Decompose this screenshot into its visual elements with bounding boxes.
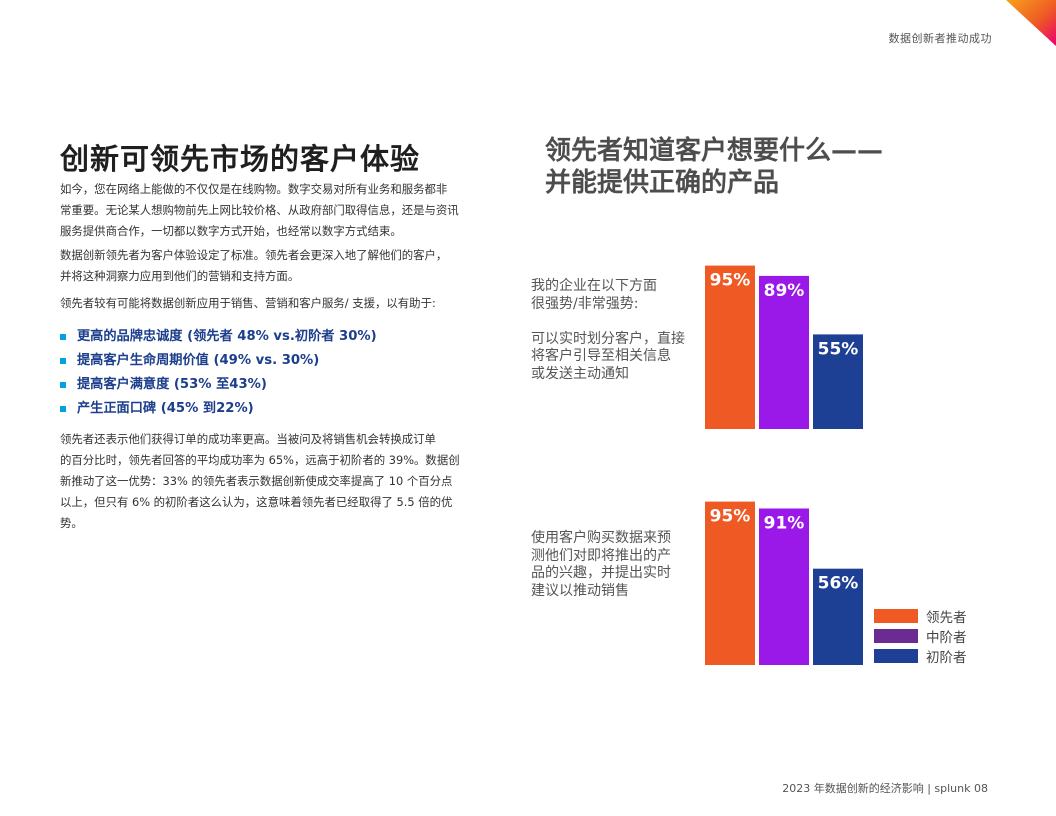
chart1-bar-1 bbox=[705, 265, 755, 429]
orders-line: 势。 bbox=[60, 516, 83, 530]
benefit-list: 更高的品牌忠诚度 (领先者 48% vs.初阶者 30%) 提高客户生命周期价值… bbox=[60, 325, 377, 421]
chart2-bar-3 bbox=[813, 568, 863, 665]
corner-accent-graphic bbox=[1006, 0, 1056, 46]
legend-swatch bbox=[874, 629, 918, 643]
chart2-bar-2 bbox=[759, 508, 809, 665]
chart2-question: 使用客户购买数据来预 测他们对即将推出的产 品的兴趣，并提出实时 建议以推动销售 bbox=[531, 530, 671, 600]
legend-label: 中阶者 bbox=[926, 630, 967, 646]
chart2-bar-label-3: 56% bbox=[818, 574, 859, 594]
benefit-text: 更高的品牌忠诚度 (领先者 48% vs.初阶者 30%) bbox=[77, 329, 377, 344]
orders-line: 以上，但只有 6% 的初阶者这么认为，这意味着领先者已经取得了 5.5 倍的优 bbox=[60, 495, 453, 509]
right-section-title: 领先者知道客户想要什么—— 并能提供正确的产品 bbox=[545, 135, 965, 199]
bullet-square-icon bbox=[60, 358, 66, 364]
benefits-intro: 领先者较有可能将数据创新应用于销售、营销和客户服务/ 支援，以有助于: bbox=[60, 296, 436, 310]
bullet-square-icon bbox=[60, 382, 66, 388]
benefit-item: 提高客户满意度 (53% 至43%) bbox=[60, 373, 377, 397]
bullet-square-icon bbox=[60, 406, 66, 412]
intro-line: 常重要。无论某人想购物前先上网比较价格、从政府部门取得信息，还是与资讯 bbox=[60, 203, 459, 217]
chart1-question-line: 可以实时划分客户，直接 bbox=[531, 330, 685, 347]
chart2-question-line: 建议以推动销售 bbox=[531, 582, 629, 599]
intro-line: 服务提供商合作，一切都以数字方式开始，也经常以数字方式结束。 bbox=[60, 224, 402, 238]
chart2-bar-label-2: 91% bbox=[764, 513, 805, 533]
orders-line: 领先者还表示他们获得订单的成功率更高。当被问及将销售机会转换成订单 bbox=[60, 432, 436, 446]
chart1-question-line: 我的企业在以下方面 bbox=[531, 278, 657, 294]
leaders-paragraph: 数据创新领先者为客户体验设定了标准。领先者会更深入地了解他们的客户， 并将这种洞… bbox=[60, 245, 490, 287]
orders-paragraph: 领先者还表示他们获得订单的成功率更高。当被问及将销售机会转换成订单 的百分比时，… bbox=[60, 429, 490, 534]
header-tag: 数据创新者推动成功 bbox=[888, 32, 992, 45]
chart2-question-line: 品的兴趣，并提出实时 bbox=[531, 565, 671, 581]
orders-line: 新推动了这一优势：33% 的领先者表示数据创新使成交率提高了 10 个百分点 bbox=[60, 474, 453, 488]
benefit-text: 提高客户满意度 (53% 至43%) bbox=[77, 377, 267, 392]
chart1-question-line: 将客户引导至相关信息 bbox=[531, 348, 671, 364]
chart2-question-line: 使用客户购买数据来预 bbox=[531, 530, 671, 546]
chart1-question-line: 或发送主动通知 bbox=[531, 365, 629, 382]
leaders-line: 并将这种洞察力应用到他们的营销和支持方面。 bbox=[60, 269, 300, 283]
page-title: 创新可领先市场的客户体验 bbox=[60, 142, 421, 176]
benefit-text: 产生正面口碑 (45% 到22%) bbox=[77, 401, 254, 416]
chart2-bar-1 bbox=[705, 501, 755, 665]
leaders-line: 数据创新领先者为客户体验设定了标准。领先者会更深入地了解他们的客户， bbox=[60, 248, 448, 262]
benefit-item: 产生正面口碑 (45% 到22%) bbox=[60, 397, 377, 421]
benefit-text: 提高客户生命周期价值 (49% vs. 30%) bbox=[77, 353, 320, 368]
chart1-bar-2 bbox=[759, 275, 809, 429]
right-title-line: 领先者知道客户想要什么—— bbox=[545, 136, 884, 166]
legend-swatch bbox=[874, 649, 918, 663]
chart2-bar-label-1: 95% bbox=[710, 507, 751, 527]
bullet-square-icon bbox=[60, 334, 66, 340]
benefit-item: 更高的品牌忠诚度 (领先者 48% vs.初阶者 30%) bbox=[60, 325, 377, 349]
page-footer: 2023 年数据创新的经济影响 | splunk 08 bbox=[782, 782, 988, 795]
intro-paragraph: 如今，您在网络上能做的不仅仅是在线购物。数字交易对所有业务和服务都非 常重要。无… bbox=[60, 179, 490, 242]
chart1-bar-label-1: 95% bbox=[710, 271, 751, 291]
chart2-question-line: 测他们对即将推出的产 bbox=[531, 547, 671, 564]
legend-item-intermediate: 中阶者 bbox=[874, 626, 967, 646]
chart1-bar-label-3: 55% bbox=[818, 339, 859, 359]
legend-label: 领先者 bbox=[926, 610, 967, 626]
legend-swatch bbox=[874, 609, 918, 623]
orders-line: 的百分比时，领先者回答的平均成功率为 65%，远高于初阶者的 39%。数据创 bbox=[60, 453, 460, 467]
chart-legend: 领先者 中阶者 初阶者 bbox=[874, 606, 967, 666]
chart1-bar-3 bbox=[813, 334, 863, 429]
intro-line: 如今，您在网络上能做的不仅仅是在线购物。数字交易对所有业务和服务都非 bbox=[60, 182, 448, 196]
chart1-question-line: 很强势/非常强势: bbox=[531, 295, 639, 312]
chart1-question: 我的企业在以下方面 很强势/非常强势: 可以实时划分客户，直接 将客户引导至相关… bbox=[531, 278, 685, 383]
legend-label: 初阶者 bbox=[926, 650, 967, 666]
chart1-bar-label-2: 89% bbox=[764, 281, 805, 301]
legend-item-leaders: 领先者 bbox=[874, 606, 967, 626]
legend-item-beginners: 初阶者 bbox=[874, 646, 967, 666]
right-title-line: 并能提供正确的产品 bbox=[545, 168, 780, 198]
benefit-item: 提高客户生命周期价值 (49% vs. 30%) bbox=[60, 349, 377, 373]
